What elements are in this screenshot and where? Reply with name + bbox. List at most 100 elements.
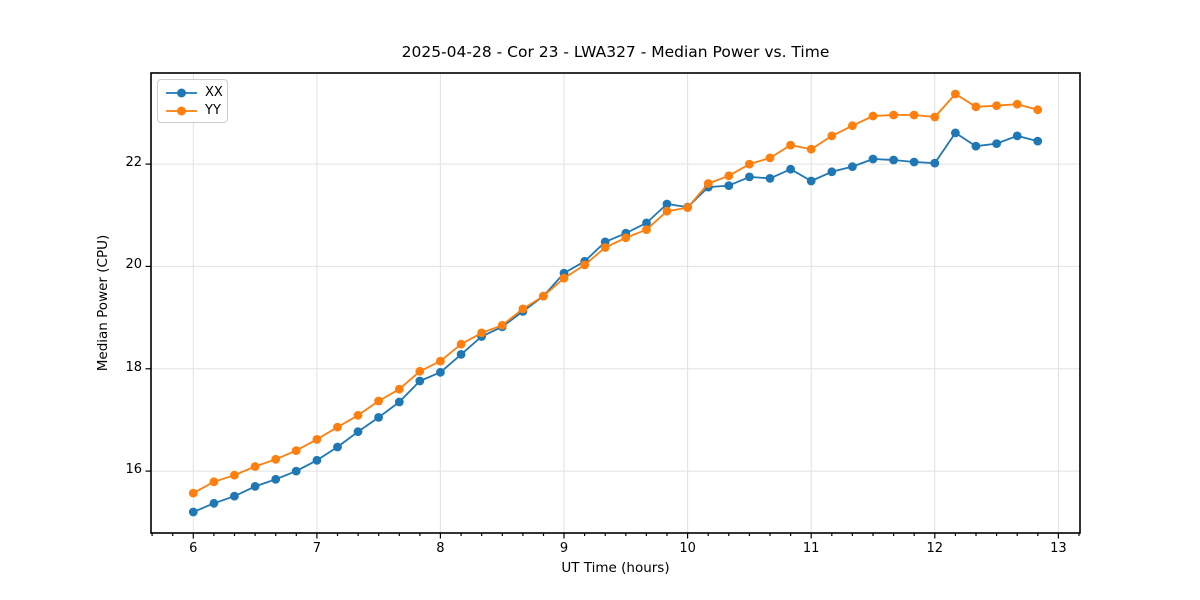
data-point-xx (848, 162, 857, 172)
data-point-yy (889, 110, 898, 120)
data-point-xx (971, 141, 981, 151)
data-point-xx (662, 199, 672, 209)
data-point-xx (724, 181, 734, 191)
data-point-xx (456, 350, 466, 359)
legend-label-xx: XX (205, 85, 223, 100)
x-tick-label: 13 (1050, 541, 1067, 556)
data-point-xx (394, 397, 404, 407)
data-point-yy (848, 121, 857, 131)
data-point-yy (333, 422, 342, 432)
data-point-yy (497, 320, 507, 330)
y-tick-label: 18 (125, 359, 142, 375)
y-tick-label: 16 (125, 462, 142, 478)
data-point-xx (209, 498, 219, 508)
data-point-yy (1012, 99, 1022, 109)
data-point-yy (539, 291, 548, 301)
x-axis-label: UT Time (hours) (561, 560, 670, 576)
data-point-xx (745, 172, 754, 182)
legend-item-xx: XX (165, 84, 227, 102)
data-point-yy (703, 179, 713, 188)
data-point-xx (353, 427, 363, 437)
data-point-xx (271, 474, 281, 484)
legend-swatch-xx-icon (166, 88, 197, 98)
data-point-yy (662, 206, 672, 216)
data-point-yy (312, 435, 322, 444)
data-point-xx (930, 158, 940, 168)
data-point-yy (415, 366, 425, 376)
legend-marker-yy-icon (177, 106, 186, 116)
legend-label-yy: YY (205, 103, 221, 118)
data-point-yy (456, 339, 466, 349)
x-tick-label: 8 (436, 541, 445, 556)
plot-frame (150, 72, 1081, 534)
data-point-xx (642, 218, 651, 228)
series-line-xx (192, 131, 1038, 513)
data-point-yy (394, 384, 404, 394)
data-point-xx (1012, 131, 1022, 141)
data-point-yy (621, 233, 631, 243)
data-point-yy (930, 112, 940, 122)
data-point-xx (909, 157, 919, 167)
data-point-yy (806, 144, 816, 154)
data-point-yy (724, 171, 734, 181)
data-point-yy (580, 260, 590, 270)
data-point-xx (374, 413, 383, 422)
chart-title: 2025-04-28 - Cor 23 - LWA327 - Median Po… (401, 43, 830, 61)
data-point-yy (188, 488, 198, 498)
legend-swatch-yy-icon (166, 106, 197, 116)
x-tick-label: 11 (802, 541, 820, 556)
data-point-xx (765, 174, 775, 183)
data-point-yy (600, 243, 610, 252)
data-point-yy (683, 203, 692, 213)
legend-item-yy: YY (165, 102, 227, 120)
data-point-xx (230, 491, 239, 501)
y-tick-label: 20 (125, 257, 142, 273)
legend-marker-xx-icon (177, 88, 186, 98)
data-point-xx (291, 466, 301, 476)
legend: XX YY (157, 79, 228, 123)
data-point-yy (745, 159, 754, 169)
data-point-yy (271, 454, 281, 464)
data-point-xx (786, 164, 795, 174)
x-tick-label: 9 (559, 541, 569, 556)
data-point-xx (868, 154, 878, 164)
data-point-yy (477, 328, 486, 338)
data-point-yy (909, 110, 919, 120)
data-point-xx (188, 507, 198, 517)
x-tick-label: 12 (926, 541, 944, 556)
data-point-yy (786, 140, 795, 150)
data-point-xx (1033, 136, 1043, 146)
series-line-yy (192, 93, 1038, 494)
data-point-yy (291, 446, 301, 455)
data-point-xx (992, 139, 1001, 149)
data-point-yy (559, 273, 569, 283)
data-point-yy (436, 356, 445, 366)
data-point-xx (250, 482, 260, 491)
data-point-xx (312, 455, 322, 465)
data-point-xx (806, 176, 816, 186)
x-tick-label: 7 (312, 541, 321, 556)
x-tick-label: 10 (679, 541, 696, 556)
data-point-yy (868, 111, 878, 121)
x-tick-label: 6 (189, 541, 198, 556)
data-point-xx (951, 128, 960, 138)
data-point-xx (827, 167, 837, 177)
data-point-yy (971, 102, 981, 112)
data-point-yy (765, 153, 775, 163)
y-tick-label: 22 (125, 155, 142, 171)
data-point-yy (992, 101, 1001, 111)
y-axis-label: Median Power (CPU) (95, 234, 111, 372)
data-point-yy (1033, 105, 1043, 115)
data-point-xx (889, 155, 898, 165)
data-point-xx (415, 376, 425, 386)
data-point-xx (436, 367, 445, 377)
data-point-yy (642, 225, 651, 235)
data-point-yy (250, 462, 260, 471)
data-point-yy (374, 396, 383, 406)
data-point-yy (209, 477, 219, 487)
data-point-yy (951, 89, 960, 99)
data-point-yy (518, 304, 528, 314)
data-point-yy (827, 131, 837, 141)
